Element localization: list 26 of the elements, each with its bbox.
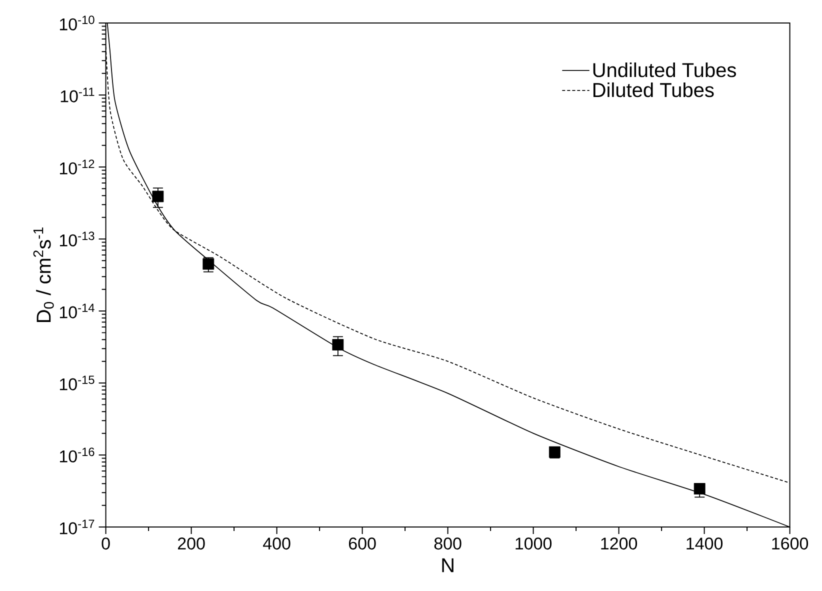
- x-axis-title: N: [442, 558, 454, 572]
- y-tick-label: 10$^{-10}$: [60, 16, 94, 30]
- x-tick-label: 800: [434, 538, 462, 550]
- x-tick-label: 600: [348, 538, 376, 550]
- y-tick-label: 10$^{-17}$: [60, 520, 94, 534]
- x-tick-label: 0: [102, 538, 110, 550]
- x-tick-label: 1000: [516, 538, 552, 550]
- point: [548, 446, 560, 458]
- y-tick-label: 10$^{-16}$: [60, 448, 94, 462]
- legend-label: Diluted Tubes: [593, 82, 714, 98]
- y-tick-label: 10$^{-13}$: [60, 232, 94, 246]
- y-tick-label: 10$^{-15}$: [60, 376, 94, 390]
- x-tick-label: 1400: [686, 538, 723, 550]
- point: [202, 258, 214, 270]
- y-tick-label: 10$^{-11}$: [60, 88, 94, 102]
- x-tick-label: 1600: [772, 538, 808, 550]
- y-tick-label: 10$^{-14}$: [60, 304, 94, 318]
- point: [332, 339, 344, 350]
- point: [152, 190, 164, 202]
- point: [694, 483, 706, 494]
- y-tick-label: 10$^{-12}$: [60, 160, 94, 174]
- x-tick-label: 400: [263, 538, 290, 550]
- x-tick-label: 1200: [601, 538, 638, 550]
- y-axis-title: D$_{0}$ / cm$^{2}$s$^{-1}$: [33, 228, 54, 322]
- legend-label: Undiluted Tubes: [593, 62, 736, 78]
- x-tick-label: 200: [178, 538, 205, 550]
